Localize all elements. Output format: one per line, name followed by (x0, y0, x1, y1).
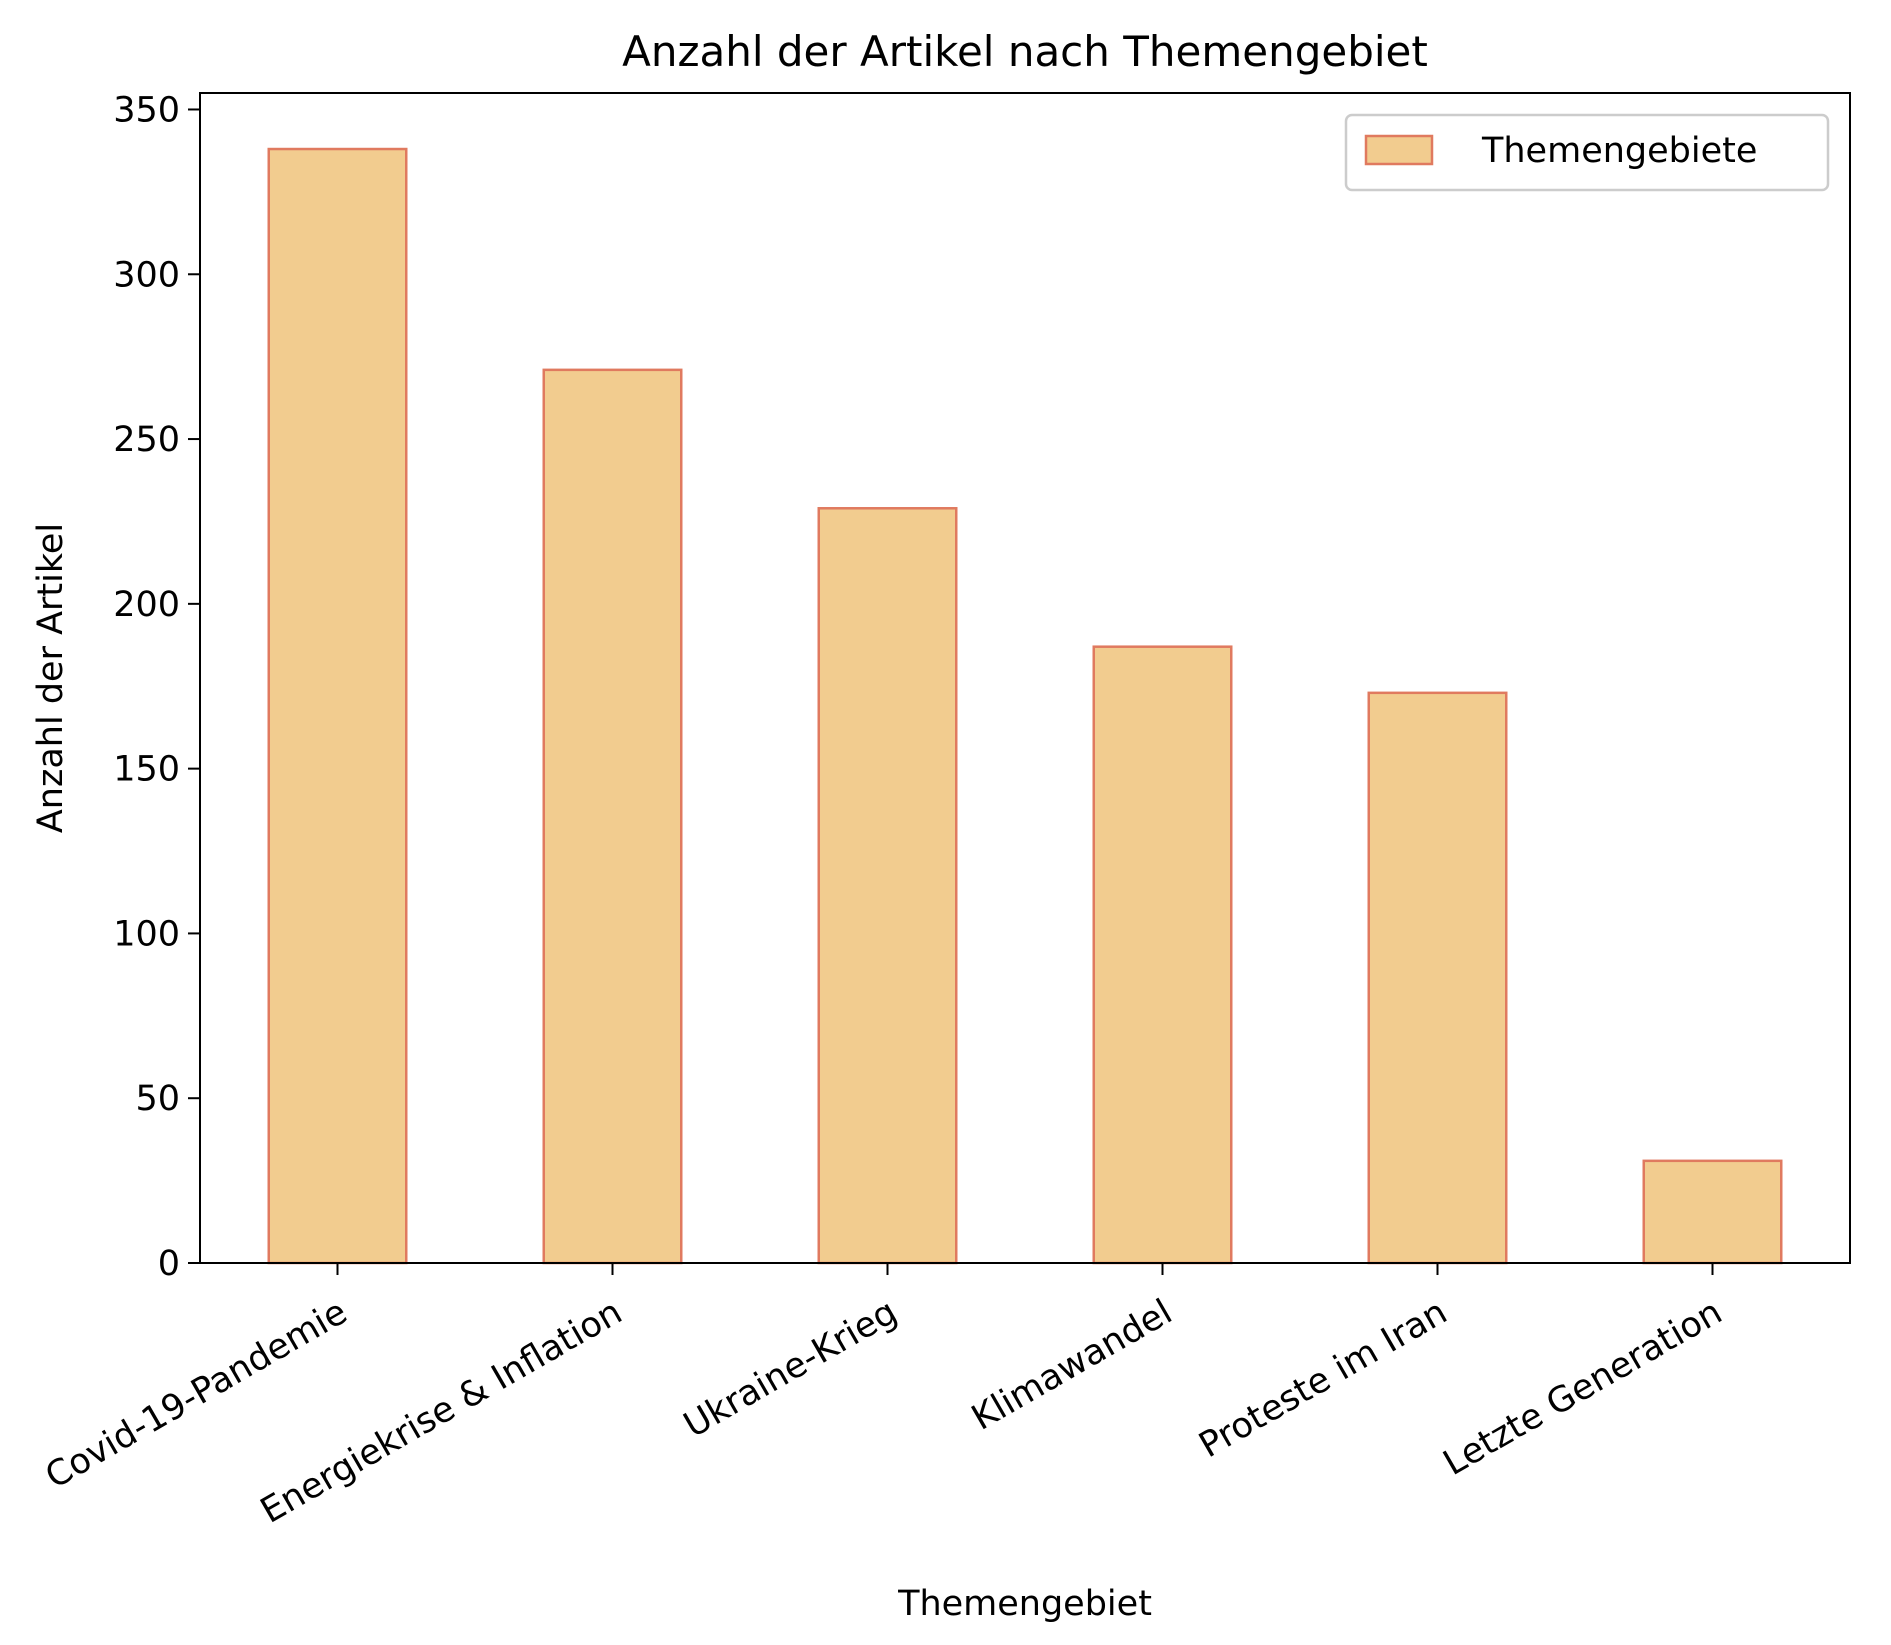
y-tick-label-100: 100 (113, 914, 180, 954)
plot-frame (199, 92, 1851, 1264)
bar-1 (542, 368, 683, 1265)
y-tick-label-150: 150 (113, 750, 180, 790)
bar-0 (267, 147, 408, 1265)
legend: Themengebiete (1344, 113, 1830, 192)
x-tick-label-3: Klimawandel (965, 1292, 1179, 1438)
legend-label: Themengebiete (1481, 131, 1757, 171)
x-axis-label: Themengebiet (897, 1584, 1152, 1624)
y-tick-label-200: 200 (113, 585, 180, 625)
bar-2 (817, 507, 958, 1265)
legend-swatch (1364, 134, 1434, 166)
bar-3 (1092, 645, 1233, 1265)
y-tick-label-300: 300 (113, 255, 180, 295)
bar-4 (1367, 691, 1508, 1265)
chart-title: Anzahl der Artikel nach Themengebiet (622, 27, 1428, 76)
y-tick-label-50: 50 (135, 1079, 180, 1119)
x-tick-label-2: Ukraine-Krieg (677, 1292, 904, 1446)
y-tick-label-350: 350 (113, 90, 180, 130)
x-tick-label-4: Proteste im Iran (1193, 1292, 1454, 1466)
x-tick-label-5: Letzte Generation (1437, 1292, 1729, 1484)
y-axis-label: Anzahl der Artikel (31, 523, 71, 833)
y-axis: 0 50 100 150 200 250 300 350 (113, 90, 200, 1284)
bars-layer (267, 147, 1783, 1265)
y-tick-label-0: 0 (158, 1244, 180, 1284)
bar-5 (1642, 1159, 1783, 1265)
legend-box (1344, 113, 1830, 192)
y-tick-label-250: 250 (113, 420, 180, 460)
